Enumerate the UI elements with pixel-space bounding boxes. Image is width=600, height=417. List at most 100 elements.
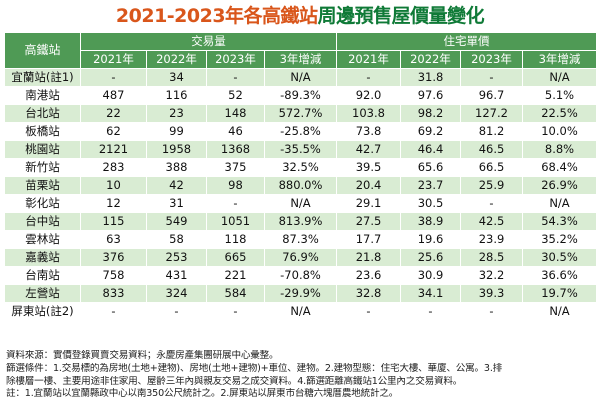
table-cell: 1051 xyxy=(206,212,265,231)
station-name: 桃園站 xyxy=(4,140,81,159)
page-title: 2021-2023年各高鐵站周邊預售屋價量變化 xyxy=(0,4,600,28)
table-cell: 833 xyxy=(80,284,147,303)
table-cell: 69.2 xyxy=(400,122,461,141)
table-row: 左營站 833 324 584 -29.9% 32.8 34.1 39.3 19.7% xyxy=(4,284,597,303)
table-cell: 52 xyxy=(206,86,265,105)
table-cell: 23.9 xyxy=(460,230,523,249)
table-cell: 487 xyxy=(80,86,147,105)
table-cell: - xyxy=(80,68,147,87)
table-cell: - xyxy=(460,302,523,321)
table-cell: 28.5 xyxy=(460,248,523,267)
table-cell: 30.5% xyxy=(522,248,597,267)
column-header: 2023年 xyxy=(206,50,265,69)
table-cell: -29.9% xyxy=(264,284,337,303)
table-cell: 31 xyxy=(146,194,207,213)
table-cell: 30.9 xyxy=(400,266,461,285)
table-row: 板橋站 62 99 46 -25.8% 73.8 69.2 81.2 10.0% xyxy=(4,122,597,141)
table-cell: 32.8 xyxy=(336,284,401,303)
table-cell: 32.2 xyxy=(460,266,523,285)
table-cell: - xyxy=(206,194,265,213)
table-cell: 148 xyxy=(206,104,265,123)
table-cell: -25.8% xyxy=(264,122,337,141)
table-cell: - xyxy=(146,302,207,321)
table-cell: 324 xyxy=(146,284,207,303)
table-cell: -70.8% xyxy=(264,266,337,285)
table-row: 彰化站 12 31- N/A 29.1 30.5- N/A xyxy=(4,194,597,213)
table-body: 宜蘭站(註1) -34- N/A -31.8- N/A 南港站 487 116 52 -89.3%… xyxy=(4,68,597,321)
table-cell: 42.7 xyxy=(336,140,401,159)
station-name: 宜蘭站(註1) xyxy=(4,68,81,87)
table-cell: 68.4% xyxy=(522,158,597,177)
table-cell: 39.3 xyxy=(460,284,523,303)
header-row-groups: 高鐵站 交易量 住宅單價 xyxy=(4,32,597,69)
table-cell: 127.2 xyxy=(460,104,523,123)
table-row: 嘉義站 376 253 665 76.9% 21.8 25.6 28.5 30.5% xyxy=(4,248,597,267)
table-cell: 38.9 xyxy=(400,212,461,231)
table-cell: 42.5 xyxy=(460,212,523,231)
column-header: 3年增減 xyxy=(522,50,597,69)
table-cell: 66.5 xyxy=(460,158,523,177)
table-cell: 42 xyxy=(146,176,207,195)
station-name: 板橋站 xyxy=(4,122,81,141)
table-cell: 58 xyxy=(146,230,207,249)
station-name: 左營站 xyxy=(4,284,81,303)
price-volume-table: 高鐵站 交易量 住宅單價 2021年 2022年 2023年 3年增減 2021年 202… xyxy=(4,32,597,321)
table-row: 屏東站(註2) - - - N/A - - - N/A xyxy=(4,302,597,321)
group-header-volume: 交易量 xyxy=(80,32,337,51)
footnotes: 資料來源：實價登錄買賣交易資料；永慶房產集團研展中心彙整。 篩選條件：1.交易標的… xyxy=(6,350,594,401)
column-header: 2021年 xyxy=(80,50,147,69)
table-cell: 92.0 xyxy=(336,86,401,105)
table-cell: 880.0% xyxy=(264,176,337,195)
station-name: 台南站 xyxy=(4,266,81,285)
table-row: 南港站 487 116 52 -89.3% 92.0 97.6 96.7 5.1% xyxy=(4,86,597,105)
table-cell: - xyxy=(400,302,461,321)
table-cell: 97.6 xyxy=(400,86,461,105)
group-header-price: 住宅單價 xyxy=(336,32,597,51)
table-cell: 46 xyxy=(206,122,265,141)
table-cell: 22.5% xyxy=(522,104,597,123)
table-cell: N/A xyxy=(522,302,597,321)
table-cell: N/A xyxy=(522,68,597,87)
table-cell: 19.6 xyxy=(400,230,461,249)
station-name: 苗栗站 xyxy=(4,176,81,195)
table-cell: - xyxy=(80,302,147,321)
title-part-1: 2021-2023年各高鐵站 xyxy=(115,5,318,27)
table-cell: N/A xyxy=(264,194,337,213)
table-cell: 73.8 xyxy=(336,122,401,141)
footnote-line: 資料來源：實價登錄買賣交易資料；永慶房產集團研展中心彙整。 xyxy=(6,350,279,361)
table-cell: 2121 xyxy=(80,140,147,159)
table-cell: 376 xyxy=(80,248,147,267)
station-name: 嘉義站 xyxy=(4,248,81,267)
table-cell: 29.1 xyxy=(336,194,401,213)
table-cell: 8.8% xyxy=(522,140,597,159)
table-cell: 21.8 xyxy=(336,248,401,267)
table-cell: 10 xyxy=(80,176,147,195)
table-cell: 1958 xyxy=(146,140,207,159)
footnote-line: 篩選條件：1.交易標的為房地(土地+建物)、房地(土地+建物)+車位、建物。2.… xyxy=(6,362,503,374)
table-cell: 65.6 xyxy=(400,158,461,177)
table-cell: 31.8 xyxy=(400,68,461,87)
table-cell: 5.1% xyxy=(522,86,597,105)
table-cell: 46.4 xyxy=(400,140,461,159)
column-header: 2021年 xyxy=(336,50,401,69)
table-cell: 46.5 xyxy=(460,140,523,159)
table-cell: 758 xyxy=(80,266,147,285)
table-cell: 115 xyxy=(80,212,147,231)
table-cell: -35.5% xyxy=(264,140,337,159)
table-cell: 23.6 xyxy=(336,266,401,285)
table-cell: 98.2 xyxy=(400,104,461,123)
station-name: 南港站 xyxy=(4,86,81,105)
table-cell: - xyxy=(206,302,265,321)
table-cell: 103.8 xyxy=(336,104,401,123)
table-cell: 23.7 xyxy=(400,176,461,195)
table-cell: 431 xyxy=(146,266,207,285)
footnote-line: 除樓層一樓、主要用途非住家用、屋齡三年內與親友交易之成交資料。4.篩選距離高鐵站… xyxy=(6,375,463,387)
table-cell: - xyxy=(336,68,401,87)
table-cell: 39.5 xyxy=(336,158,401,177)
table-cell: - xyxy=(460,194,523,213)
table-row: 桃園站 2121 1958 1368 -35.5% 42.7 46.4 46.5 8.8% xyxy=(4,140,597,159)
table-cell: 99 xyxy=(146,122,207,141)
table-cell: 19.7% xyxy=(522,284,597,303)
table-cell: 283 xyxy=(80,158,147,177)
